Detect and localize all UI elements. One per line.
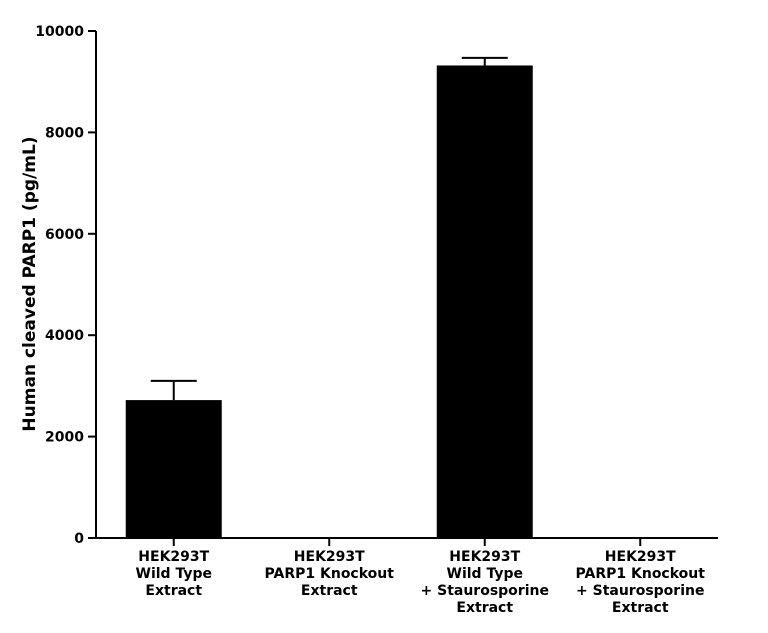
error-bars-group (150, 56, 508, 401)
x-category-label-line: HEK293T (294, 549, 365, 565)
x-category-label-line: Extract (456, 600, 513, 616)
y-ticks-group: 0 2000 4000 6000 8000 10000 (35, 24, 96, 547)
x-category-label-line: HEK293T (449, 549, 520, 565)
y-tick-label: 10000 (35, 24, 84, 40)
bar (125, 400, 222, 538)
x-category-label-line: Wild Type (447, 566, 523, 582)
x-category-label-line: PARP1 Knockout (576, 566, 706, 582)
y-tick-label: 4000 (45, 328, 84, 344)
x-category-label-line: + Staurosporine (576, 583, 704, 599)
x-category-label-line: PARP1 Knockout (265, 566, 395, 582)
x-category-label: HEK293T Wild Type Extract (136, 549, 212, 599)
y-tick-label: 0 (74, 531, 84, 547)
bars-group (125, 65, 533, 538)
x-category-label-line: + Staurosporine (421, 583, 549, 599)
x-category-label-line: Extract (145, 583, 202, 599)
x-category-label-line: Wild Type (136, 566, 212, 582)
x-category-label-line: HEK293T (138, 549, 209, 565)
x-category-label: HEK293T PARP1 Knockout Extract (265, 549, 395, 599)
x-category-label: HEK293T PARP1 Knockout + Staurosporine Extr… (576, 549, 706, 616)
y-tick-label: 8000 (45, 125, 84, 141)
x-category-label-line: Extract (612, 600, 669, 616)
y-axis-title: Human cleaved PARP1 (pg/mL) (20, 136, 40, 431)
x-category-label-line: Extract (301, 583, 358, 599)
x-category-label: HEK293T Wild Type + Staurosporine Extract (421, 549, 549, 616)
y-tick-label: 6000 (45, 227, 84, 243)
x-category-label-line: HEK293T (605, 549, 676, 565)
bar (436, 65, 533, 538)
y-tick-label: 2000 (45, 430, 84, 446)
